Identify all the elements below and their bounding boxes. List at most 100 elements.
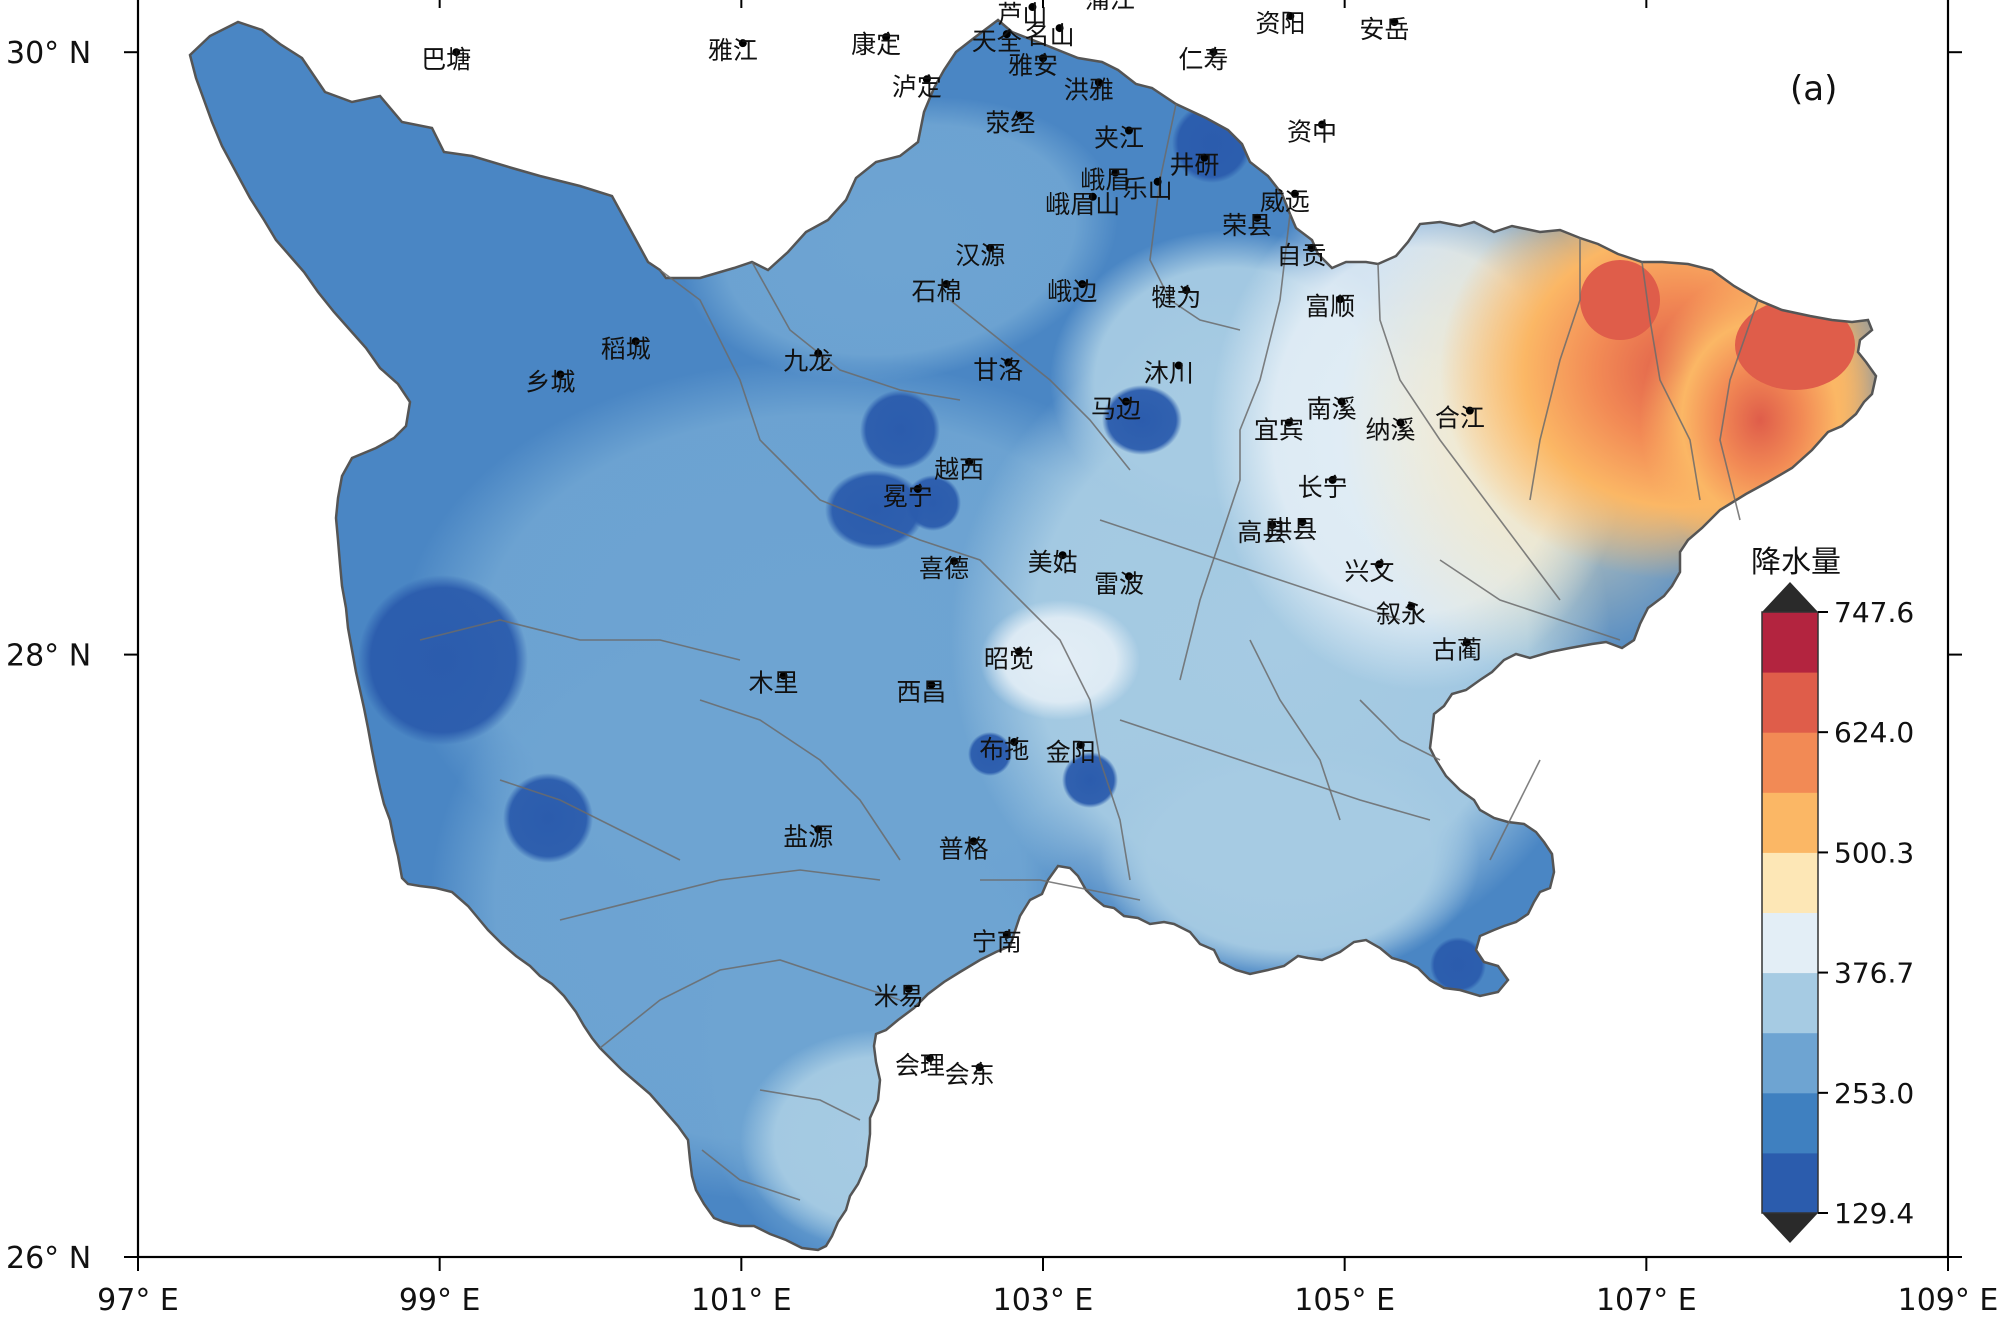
station-dot [1200,153,1209,162]
colorbar-extend-min [1762,1213,1818,1243]
station-label: 天全 [972,27,1022,56]
x-tick-label: 103° E [993,1283,1094,1318]
station-label: 稻城 [601,334,651,363]
station-label: 雅安 [1008,51,1058,80]
station-label: 犍为 [1151,283,1201,312]
station-marker: 名山 [1025,21,1075,50]
station-label: 米易 [874,982,924,1011]
station-label: 井研 [1169,151,1219,180]
station-dot [1014,647,1023,656]
station-marker: 峨眉山 [1045,190,1120,219]
colorbar-tick-label: 376.7 [1834,957,1914,990]
station-marker: 布拖 [979,735,1029,764]
station-label: 纳溪 [1365,416,1415,445]
field-dark-ebian [1062,752,1118,808]
county-line [419,619,741,661]
station-marker: 会东 [945,1060,995,1089]
county-line [701,1149,801,1201]
station-label: 会东 [945,1060,995,1089]
station-dot [965,457,974,466]
station-marker: 金阳 [1046,738,1096,767]
county-line [599,959,901,1049]
station-label: 宁南 [972,928,1022,957]
station-dot [1078,280,1087,289]
station-marker: 长宁 [1298,473,1348,502]
station-marker: 峨边 [1047,277,1097,306]
station-marker: 纳溪 [1365,416,1415,445]
station-marker: 威远 [1260,187,1310,216]
station-marker: 天全 [972,27,1022,56]
station-label: 南溪 [1307,395,1357,424]
station-marker: 喜德 [919,554,969,583]
station-label: 雅江 [708,36,758,65]
station-label: 布拖 [979,735,1029,764]
county-line [1119,719,1431,821]
station-marker: 富顺 [1305,292,1355,321]
station-marker: 雷波 [1094,569,1144,598]
county-line [1529,238,1581,501]
station-label: 兴文 [1344,557,1394,586]
station-marker: 芦山 [997,0,1047,29]
station-marker: 高县 [1237,518,1287,547]
station-marker: 井研 [1169,151,1219,180]
station-marker: 古蔺 [1432,636,1482,665]
panel-label: (a) [1790,69,1837,109]
station-marker: 犍为 [1151,283,1201,312]
county-line [1249,639,1341,821]
station-dot [925,1054,934,1063]
station-marker: 乐山 [1123,175,1173,204]
station-dot [975,1063,984,1072]
station-dot [452,48,461,57]
axes: 97° E 99° E 101° E 103° E 105° E 107° E 109° E… [6,0,1998,1318]
station-dot [904,984,913,993]
station-dot [950,557,959,566]
station-dot [1039,54,1047,63]
colorbar-segment [1762,792,1818,853]
station-dot [1088,192,1097,201]
field-dark-danba [825,470,925,550]
station-dot [882,33,891,42]
x-tick-label: 105° E [1294,1283,1395,1318]
county-boundaries [419,103,1759,1201]
station-dot [1390,18,1399,27]
county-line [1099,519,1401,621]
station-marker: 泸定 [892,72,942,101]
county-line [949,299,1131,471]
county-line [759,1089,861,1121]
station-marker: 马边 [1091,395,1141,424]
colorbar-tick-label: 624.0 [1834,716,1914,749]
county-line [1439,559,1621,641]
station-dot [1002,30,1011,39]
station-marker: 汉源 [955,241,1005,270]
station-dot [814,825,823,834]
station-dot [814,349,823,358]
station-marker: 荣县 [1222,211,1272,240]
station-marker: 昭觉 [984,645,1034,674]
station-marker: 雅安 [1008,51,1058,80]
colorbar-segment [1762,732,1818,793]
field-mid-panxi [690,800,1070,1250]
station-marker: 峨眉 [1080,166,1130,195]
station-label: 喜德 [919,554,969,583]
station-label: 乡城 [525,367,575,396]
station-label: 叙永 [1376,599,1426,628]
station-dot [631,337,640,346]
county-line [1019,599,1131,881]
station-label: 峨边 [1047,277,1097,306]
county-line [1149,103,1241,331]
county-line [980,879,1141,901]
station-dot [913,484,922,493]
station-label: 峨眉 [1080,166,1130,195]
station-label: 威远 [1260,187,1310,216]
county-line [1641,261,1701,501]
station-label: 宜宾 [1254,416,1304,445]
y-tick-label: 30° N [6,36,91,71]
station-dot [779,671,788,680]
station-label: 巴塘 [421,45,471,74]
county-line [699,699,901,861]
county-line [559,869,881,921]
station-marker: 会理 [895,1051,945,1080]
station-marker: 合江 [1435,404,1485,433]
colorbar-segment [1762,1092,1818,1154]
